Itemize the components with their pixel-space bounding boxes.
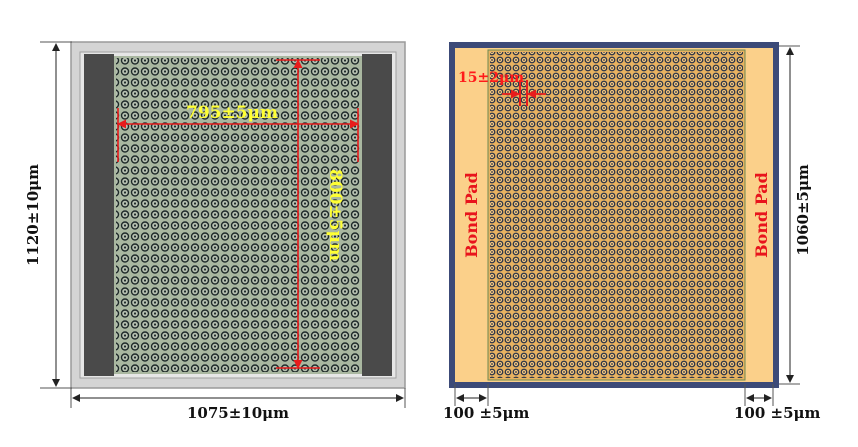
array-height-label: 800±5μm [325,169,345,261]
left-height-dimension [40,41,72,389]
pitch-dimension [502,80,546,106]
left-array-height-dimension [276,59,320,369]
array-width-label: 795±5μm [186,103,278,123]
right-die: Bond Pad Bond Pad 15±2μm 1060±5μm 100 ±5… [443,42,821,422]
left-array-width-dimension [117,108,359,162]
left-cell-array [116,58,360,372]
left-bond-pad-label: Bond Pad [462,172,481,258]
left-die: 795±5μm 800±5μm 1120±10μm 1075±10μm [24,41,406,422]
right-bond-pad-label: Bond Pad [752,172,771,258]
right-pad-width-dimension [744,384,774,406]
left-pad-width-dimension [454,384,489,406]
left-dark-side-left [84,54,114,376]
left-width-dimension [70,388,406,408]
left-pad-width-label: 100 ±5μm [443,404,530,422]
left-dark-side-right [362,54,392,376]
die-height-label: 1120±10μm [24,164,42,266]
right-height-label: 1060±5μm [794,164,812,256]
right-height-dimension [779,45,800,385]
die-width-label: 1075±10μm [187,404,289,422]
right-pad-width-label: 100 ±5μm [734,404,821,422]
right-cell-array [490,52,743,378]
pitch-label: 15±2μm [458,70,524,86]
